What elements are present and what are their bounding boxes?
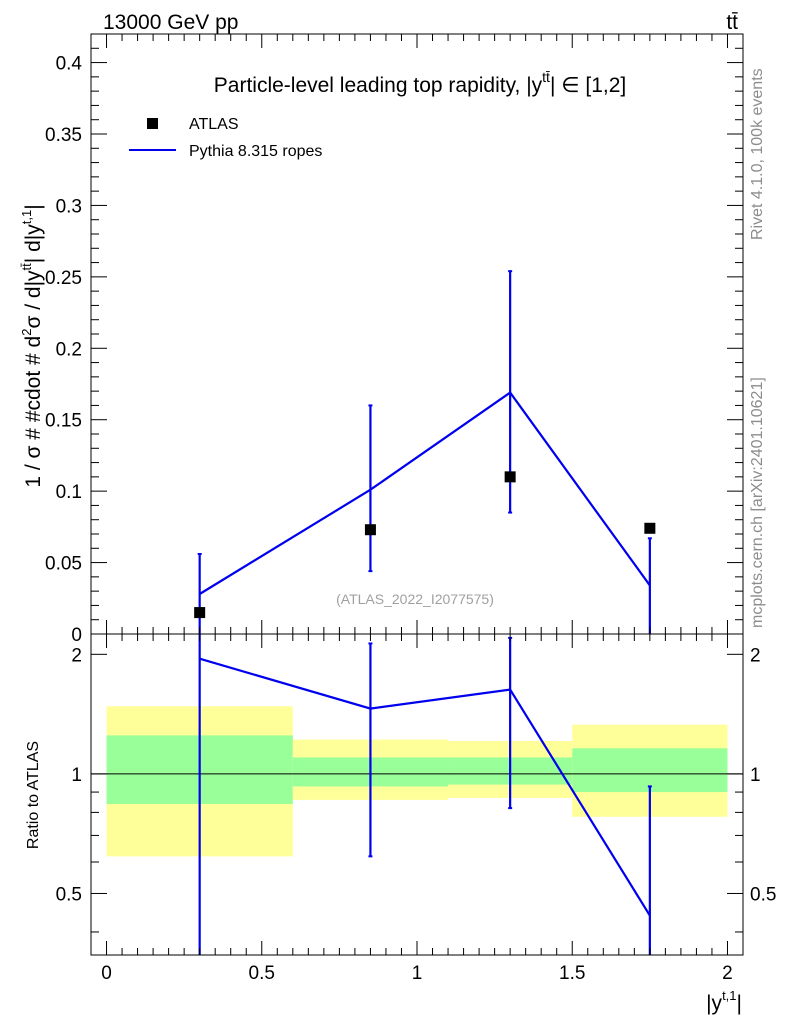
mcplots-label: mcplots.cern.ch [arXiv:2401.10621] bbox=[749, 377, 766, 628]
ratio-plot-layer bbox=[198, 634, 652, 955]
ratio-y-tick-label-left: 2 bbox=[71, 645, 82, 666]
x-tick-label: 1.5 bbox=[559, 963, 585, 984]
x-tick-label: 1 bbox=[412, 963, 423, 984]
chart-title: Particle-level leading top rapidity, |yt… bbox=[214, 69, 626, 97]
legend-label-pythia: Pythia 8.315 ropes bbox=[189, 143, 322, 160]
ratio-y-tick-label-right: 1 bbox=[750, 765, 761, 786]
main-y-tick-label: 0.4 bbox=[56, 54, 83, 75]
legend-label-atlas: ATLAS bbox=[189, 116, 239, 133]
legend-marker-atlas bbox=[147, 118, 158, 129]
legend: ATLAS Pythia 8.315 ropes bbox=[129, 116, 322, 160]
x-tick-label: 2 bbox=[722, 963, 733, 984]
process-label: tt̄ bbox=[726, 11, 738, 34]
main-y-tick-label: 0.1 bbox=[56, 482, 82, 503]
analysis-watermark: (ATLAS_2022_I2077575) bbox=[336, 591, 494, 607]
main-plot-layer bbox=[194, 270, 656, 634]
ratio-line bbox=[199, 657, 651, 917]
axes: 0 0.5 1 1.5 200.050.10.150.20.250.30.350.40.… bbox=[45, 33, 776, 984]
rivet-label: Rivet 4.1.0, 100k events bbox=[749, 68, 766, 240]
main-y-tick-label: 0.25 bbox=[45, 268, 82, 289]
x-axis-label: |yt,1| bbox=[706, 988, 742, 1015]
ratio-y-tick-label-right: 0.5 bbox=[750, 884, 776, 905]
main-y-tick-label: 0.05 bbox=[45, 554, 82, 575]
atlas-data-point bbox=[644, 522, 656, 534]
atlas-data-point bbox=[504, 471, 516, 483]
energy-label: 13000 GeV pp bbox=[103, 11, 238, 34]
main-y-tick-label: 0.3 bbox=[56, 196, 82, 217]
ratio-y-tick-label-left: 1 bbox=[71, 765, 82, 786]
main-y-tick-label: 0.2 bbox=[56, 339, 82, 360]
main-y-tick-label: 0.35 bbox=[45, 125, 82, 146]
atlas-data-point bbox=[194, 607, 206, 619]
main-y-tick-label: 0 bbox=[71, 625, 82, 646]
main-y-axis-label: 1 / σ # #cdot # d2σ / d|ytt̄| d|yt,1| bbox=[19, 204, 45, 487]
ratio-y-tick-label-left: 0.5 bbox=[56, 884, 82, 905]
x-tick-label: 0.5 bbox=[249, 963, 275, 984]
x-tick-label: 0 bbox=[101, 963, 112, 984]
ratio-y-axis-label: Ratio to ATLAS bbox=[25, 741, 42, 849]
ratio-band-inner-3 bbox=[572, 748, 728, 793]
mc-line bbox=[199, 391, 651, 595]
ratio-y-tick-label-right: 2 bbox=[750, 645, 761, 666]
atlas-data-point bbox=[364, 524, 376, 536]
main-y-tick-label: 0.15 bbox=[45, 411, 82, 432]
